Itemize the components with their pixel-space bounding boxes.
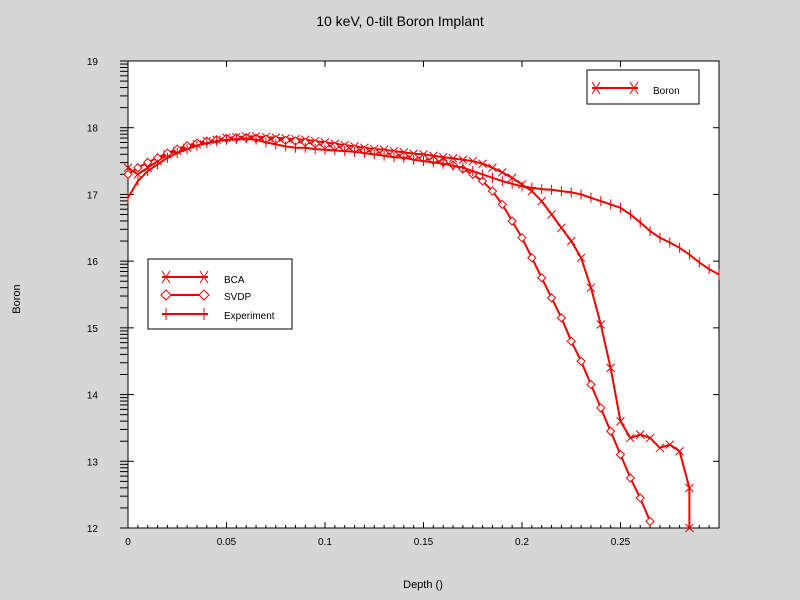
legend-top-right: Boron — [586, 69, 700, 105]
data-point-bca — [655, 443, 665, 453]
y-tick-label: 17 — [87, 190, 99, 201]
data-point-svdp — [536, 273, 547, 283]
y-tick-label: 19 — [87, 57, 99, 68]
axis-ticks: 0 0.05 0.1 0.15 0.2 0.25 12 13 14 15 16 17 18 19 — [87, 57, 719, 548]
x-tick-label: 0.2 — [515, 537, 529, 548]
data-point-bca — [507, 173, 517, 183]
data-point-bca — [478, 159, 487, 169]
x-tick-label: 0 — [125, 537, 131, 548]
data-point-bca — [557, 223, 566, 233]
data-point-bca — [586, 283, 596, 293]
data-point-svdp — [487, 186, 498, 196]
legend-label-experiment: Experiment — [224, 311, 275, 322]
x-axis-label: Depth () — [403, 579, 443, 591]
data-point-bca — [675, 446, 684, 456]
data-point-bca — [625, 433, 635, 443]
data-point-svdp — [615, 449, 626, 460]
series-lines — [123, 132, 720, 533]
data-point-bca — [635, 430, 645, 439]
data-point-bca — [537, 196, 547, 206]
legend-marker-experiment — [165, 308, 205, 320]
legend-label-boron: Boron — [653, 86, 680, 97]
y-tick-label: 12 — [87, 524, 99, 535]
data-point-bca — [596, 320, 606, 329]
data-point-bca — [616, 416, 625, 426]
data-point-svdp — [566, 336, 576, 346]
y-tick-label: 15 — [87, 324, 99, 335]
x-tick-label: 0.05 — [217, 537, 237, 548]
data-point-bca — [488, 163, 497, 173]
data-point-bca — [566, 236, 576, 246]
data-point-bca — [438, 152, 448, 162]
legend-marker-svdp — [160, 289, 210, 301]
data-point-svdp — [556, 313, 567, 323]
data-point-bca — [606, 363, 616, 373]
x-tick-label: 0.1 — [318, 537, 332, 548]
data-point-svdp — [517, 233, 527, 243]
data-point-bca — [547, 210, 556, 219]
x-tick-label: 0.25 — [611, 537, 631, 548]
data-point-bca — [458, 155, 468, 165]
data-point-svdp — [605, 426, 616, 436]
data-point-svdp — [625, 473, 636, 483]
y-tick-label: 16 — [87, 257, 99, 268]
legend-left: BCA SVDP Experiment — [147, 258, 293, 330]
data-point-svdp — [596, 403, 606, 413]
data-point-svdp — [477, 176, 488, 186]
data-point-svdp — [133, 163, 143, 173]
data-point-svdp — [123, 169, 133, 180]
data-point-svdp — [527, 253, 537, 263]
data-point-bca — [468, 156, 478, 166]
data-point-svdp — [645, 516, 655, 527]
data-point-svdp — [586, 379, 596, 390]
x-tick-label: 0.15 — [414, 537, 434, 548]
data-point-svdp — [635, 493, 645, 503]
data-point-bca — [685, 523, 694, 533]
y-tick-label: 14 — [87, 391, 99, 402]
data-point-svdp — [576, 356, 586, 366]
data-point-svdp — [507, 216, 517, 226]
data-point-bca — [576, 253, 586, 263]
y-tick-label: 18 — [87, 124, 99, 135]
legend-label-svdp: SVDP — [224, 292, 252, 303]
data-point-bca — [448, 154, 458, 163]
legend-label-bca: BCA — [224, 275, 245, 286]
legend-marker-bca — [161, 270, 209, 284]
data-point-bca — [497, 168, 507, 177]
data-point-svdp — [497, 199, 508, 210]
y-axis-label: Boron — [11, 284, 23, 313]
legend-marker-boron — [591, 81, 639, 95]
chart-title: 10 keV, 0-tilt Boron Implant — [316, 13, 484, 29]
y-tick-label: 13 — [87, 457, 99, 468]
data-point-bca — [665, 440, 675, 449]
data-point-svdp — [546, 293, 557, 303]
data-point-bca — [645, 433, 655, 443]
data-point-bca — [123, 163, 133, 173]
data-point-bca — [685, 483, 694, 493]
